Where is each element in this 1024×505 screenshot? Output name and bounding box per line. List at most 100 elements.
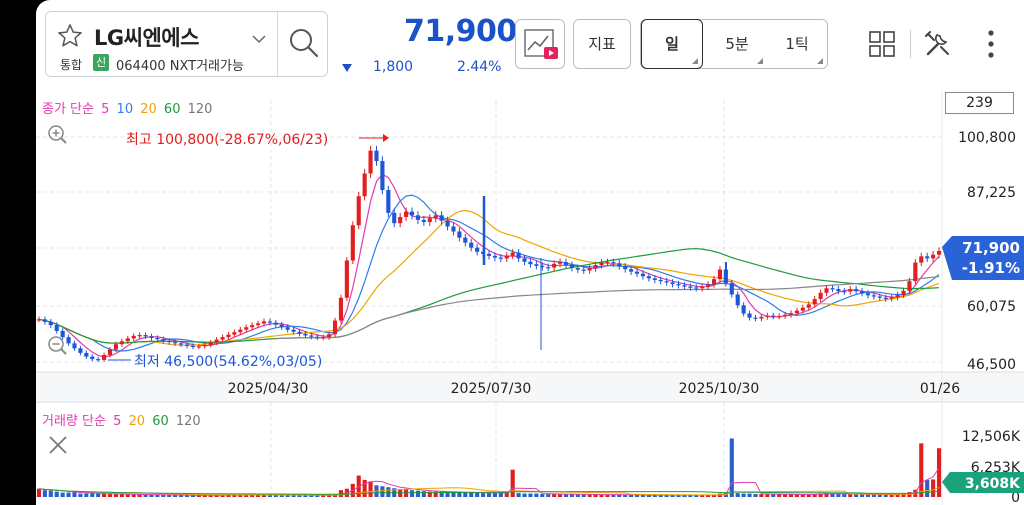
volume-bar [528,493,533,497]
candle-body [623,266,628,270]
volume-bar [729,438,734,497]
candle-body [634,271,640,274]
candle-body [706,284,711,287]
candle-body [179,343,184,345]
x-axis-band [36,372,1024,402]
divider [910,30,911,58]
volume-bar [741,493,746,497]
candle-body [528,261,533,265]
volume-bar [463,492,468,497]
candle-body [96,359,101,361]
candle-body [303,333,308,336]
volume-bar [818,493,823,497]
tools-icon[interactable] [924,30,952,58]
period-day-button[interactable]: 일 [641,19,703,69]
candle-body [599,262,604,266]
chart-type-button[interactable] [515,19,565,69]
candle-body [919,256,924,263]
volume-bar [540,494,545,497]
vma-60-label: 60 [152,414,169,429]
candle-body [694,287,699,289]
candle-body [332,320,338,335]
candle-body [670,282,675,285]
candle-body [753,317,758,319]
volume-bar [777,494,782,497]
candle-body [907,281,912,291]
volume-bar [623,494,628,497]
more-vertical-icon[interactable] [987,29,995,59]
last-price-label: 71,900 [962,239,1020,257]
volume-bar [765,494,770,497]
candle-body [143,335,148,337]
volume-bar [812,494,817,497]
candle-body [824,288,829,293]
candle-body [546,267,551,269]
volume-bar [605,494,610,497]
dropdown-corner-icon [692,58,698,64]
price-chart[interactable]: 100,800 87,225 60,075 46,500 2025/04/30 2025/… [36,0,1024,505]
volume-bar [883,494,888,497]
volume-bar [634,495,640,497]
candle-body [84,352,89,357]
volume-bar [836,494,841,497]
volume-bar [670,495,675,497]
high-annotation: 최고 100,800(-28.67%,06/23) [126,132,328,148]
stock-selector[interactable]: LG씨엔에스 통합 신 064400 NXT거래가능 [45,11,328,77]
ma-60-line [38,248,940,344]
volume-bar [72,492,77,497]
candle-body [202,345,207,347]
volume-bar [380,486,385,497]
volume-bar [611,494,616,497]
period-5min-button[interactable]: 5분 [707,20,767,68]
candle-body [925,256,930,259]
volume-bar [119,494,124,497]
volume-bar [711,494,717,497]
grid-icon[interactable] [869,31,895,57]
candle-body [747,313,752,318]
candle-body [386,190,391,213]
price-ma-title: 종가 단순 [42,102,94,117]
volume-last-label: 3,608K [965,476,1021,492]
candle-body [309,335,314,337]
volume-bar [552,494,557,497]
x-tick-label: 2025/04/30 [228,381,309,397]
price-change-percent: 2.44% [457,59,502,75]
volume-bar [481,493,486,497]
candle-body [433,215,438,219]
candle-body [238,329,243,333]
volume-bar [848,494,853,497]
volume-bar [877,494,882,497]
market-tag: 통합 [60,58,83,72]
chevron-down-icon[interactable] [252,34,266,44]
volume-bar [676,495,681,497]
volume-bar [931,479,936,497]
volume-bar [143,494,148,497]
search-icon[interactable] [287,26,321,60]
candle-body [315,336,320,338]
period-selector: 일 5분 1틱 [640,19,828,69]
candle-body [581,269,586,271]
candle-body [729,283,734,295]
volume-bar [226,494,231,497]
indicator-button[interactable]: 지표 [573,19,631,69]
candle-body [374,150,379,162]
star-icon[interactable] [56,22,84,50]
volume-bar [658,495,663,497]
candle-body [812,299,817,305]
volume-bar [421,491,426,497]
candle-body [208,342,213,346]
candle-body [439,215,444,221]
candle-body [913,262,918,282]
candle-body [113,344,119,350]
candle-body [682,285,687,287]
candle-body [149,336,154,338]
candle-body [569,265,574,268]
period-1tick-button[interactable]: 1틱 [767,20,827,68]
candle-body [297,331,302,334]
candle-body [338,297,344,321]
candle-body [469,242,474,248]
candle-count-box[interactable]: 239 [945,92,1014,114]
volume-bar [498,493,503,497]
candle-body [883,297,888,299]
volume-bar [338,490,344,497]
